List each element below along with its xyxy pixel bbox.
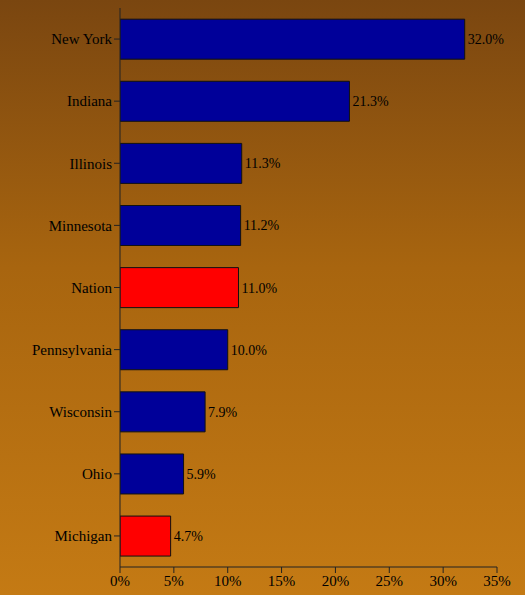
svg-text:20%: 20% <box>322 573 350 589</box>
svg-text:Minnesota: Minnesota <box>49 218 113 234</box>
svg-text:30%: 30% <box>429 573 457 589</box>
svg-text:Indiana: Indiana <box>67 93 112 109</box>
svg-text:21.3%: 21.3% <box>352 94 389 109</box>
svg-text:11.3%: 11.3% <box>245 156 281 171</box>
svg-text:10%: 10% <box>214 573 242 589</box>
svg-text:5.9%: 5.9% <box>187 467 217 482</box>
svg-text:Illinois: Illinois <box>69 156 112 172</box>
svg-text:New York: New York <box>51 31 112 47</box>
svg-text:15%: 15% <box>268 573 296 589</box>
svg-text:Ohio: Ohio <box>82 466 112 482</box>
svg-text:10.0%: 10.0% <box>231 343 268 358</box>
svg-text:32.0%: 32.0% <box>468 32 505 47</box>
svg-text:0%: 0% <box>110 573 130 589</box>
svg-text:35%: 35% <box>483 573 511 589</box>
svg-text:Michigan: Michigan <box>55 528 113 544</box>
svg-text:11.2%: 11.2% <box>244 218 280 233</box>
svg-text:11.0%: 11.0% <box>241 281 277 296</box>
svg-text:5%: 5% <box>164 573 184 589</box>
svg-text:Wisconsin: Wisconsin <box>49 404 112 420</box>
svg-text:Pennsylvania: Pennsylvania <box>32 342 112 358</box>
svg-text:4.7%: 4.7% <box>174 529 204 544</box>
svg-text:25%: 25% <box>376 573 404 589</box>
svg-text:7.9%: 7.9% <box>208 405 238 420</box>
svg-text:Nation: Nation <box>71 280 112 296</box>
